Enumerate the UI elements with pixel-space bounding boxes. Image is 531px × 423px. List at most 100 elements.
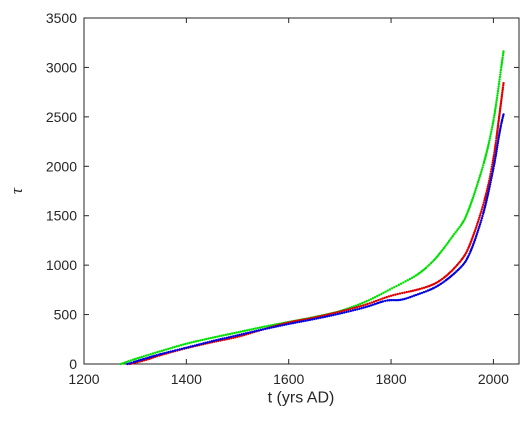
data-point — [259, 328, 263, 332]
data-point — [195, 343, 199, 347]
data-point — [142, 357, 146, 361]
data-point — [402, 281, 405, 284]
data-point — [487, 191, 490, 195]
data-point — [217, 338, 220, 341]
data-point — [237, 330, 240, 334]
data-point — [360, 307, 363, 310]
data-point — [126, 362, 129, 366]
data-point — [495, 150, 498, 153]
data-point — [493, 110, 497, 114]
data-point — [169, 347, 172, 350]
data-point — [443, 280, 446, 283]
data-point — [153, 354, 157, 357]
data-point — [243, 329, 247, 332]
data-point — [444, 245, 447, 248]
data-point — [193, 344, 197, 347]
data-point — [226, 333, 230, 336]
data-point — [492, 153, 496, 157]
data-point — [336, 310, 339, 314]
data-point — [249, 331, 252, 334]
data-point — [368, 304, 371, 308]
data-point — [492, 167, 495, 170]
data-point — [455, 229, 459, 232]
data-point — [442, 246, 446, 250]
data-point — [497, 85, 500, 88]
data-point — [144, 354, 148, 357]
data-point — [488, 139, 491, 142]
data-point — [343, 311, 346, 314]
data-point — [215, 339, 218, 342]
data-point — [487, 187, 491, 191]
data-point — [428, 263, 431, 266]
data-point — [487, 189, 490, 193]
data-point — [473, 190, 477, 194]
data-point — [347, 308, 350, 311]
data-point — [165, 351, 168, 354]
data-point — [458, 225, 461, 229]
data-point — [246, 331, 250, 335]
data-point — [395, 284, 398, 288]
data-point — [340, 311, 344, 315]
data-point — [471, 198, 474, 201]
data-point — [245, 329, 249, 332]
data-point — [474, 226, 478, 229]
data-point — [499, 71, 502, 74]
data-point — [488, 137, 492, 140]
data-point — [469, 202, 473, 205]
data-point — [487, 141, 491, 144]
data-point — [500, 99, 503, 102]
data-point — [500, 97, 503, 100]
data-point — [358, 307, 361, 310]
data-point — [465, 212, 469, 215]
data-point — [304, 319, 307, 322]
data-point — [490, 174, 494, 178]
y-tick-label: 3500 — [46, 10, 77, 26]
data-point — [401, 291, 404, 295]
data-point — [478, 174, 482, 178]
data-point — [349, 307, 352, 311]
data-point — [424, 266, 428, 270]
data-point — [235, 331, 238, 334]
data-point — [477, 227, 480, 230]
data-point — [315, 317, 318, 320]
data-point — [219, 338, 222, 341]
data-point — [494, 103, 498, 106]
data-point — [470, 200, 473, 203]
data-point — [267, 324, 270, 328]
data-point — [203, 338, 206, 341]
data-point — [377, 298, 380, 302]
series-2 — [126, 113, 505, 366]
data-point — [500, 95, 503, 98]
data-point — [446, 241, 449, 245]
data-point — [405, 297, 408, 300]
data-point — [182, 347, 186, 350]
data-point — [416, 293, 420, 296]
y-tick-label: 3000 — [46, 59, 77, 75]
data-point — [223, 337, 226, 340]
data-point — [189, 345, 192, 348]
data-point — [418, 292, 422, 295]
data-point — [175, 345, 178, 348]
data-point — [414, 293, 418, 297]
data-point — [468, 252, 471, 255]
data-point — [480, 210, 483, 213]
data-point — [474, 228, 477, 231]
data-point — [488, 175, 492, 178]
data-point — [381, 300, 385, 303]
data-point — [473, 231, 476, 235]
data-point — [158, 350, 161, 353]
data-point — [349, 309, 352, 313]
data-point — [493, 112, 496, 115]
data-point — [328, 314, 331, 318]
data-point — [155, 353, 159, 357]
data-point — [493, 147, 497, 151]
data-point — [492, 164, 496, 168]
data-point — [328, 313, 331, 316]
data-point — [486, 147, 489, 150]
data-point — [491, 124, 494, 127]
data-point — [227, 336, 231, 339]
data-point — [489, 135, 492, 138]
data-point — [272, 325, 275, 329]
data-point — [478, 225, 481, 228]
data-point — [493, 159, 497, 162]
